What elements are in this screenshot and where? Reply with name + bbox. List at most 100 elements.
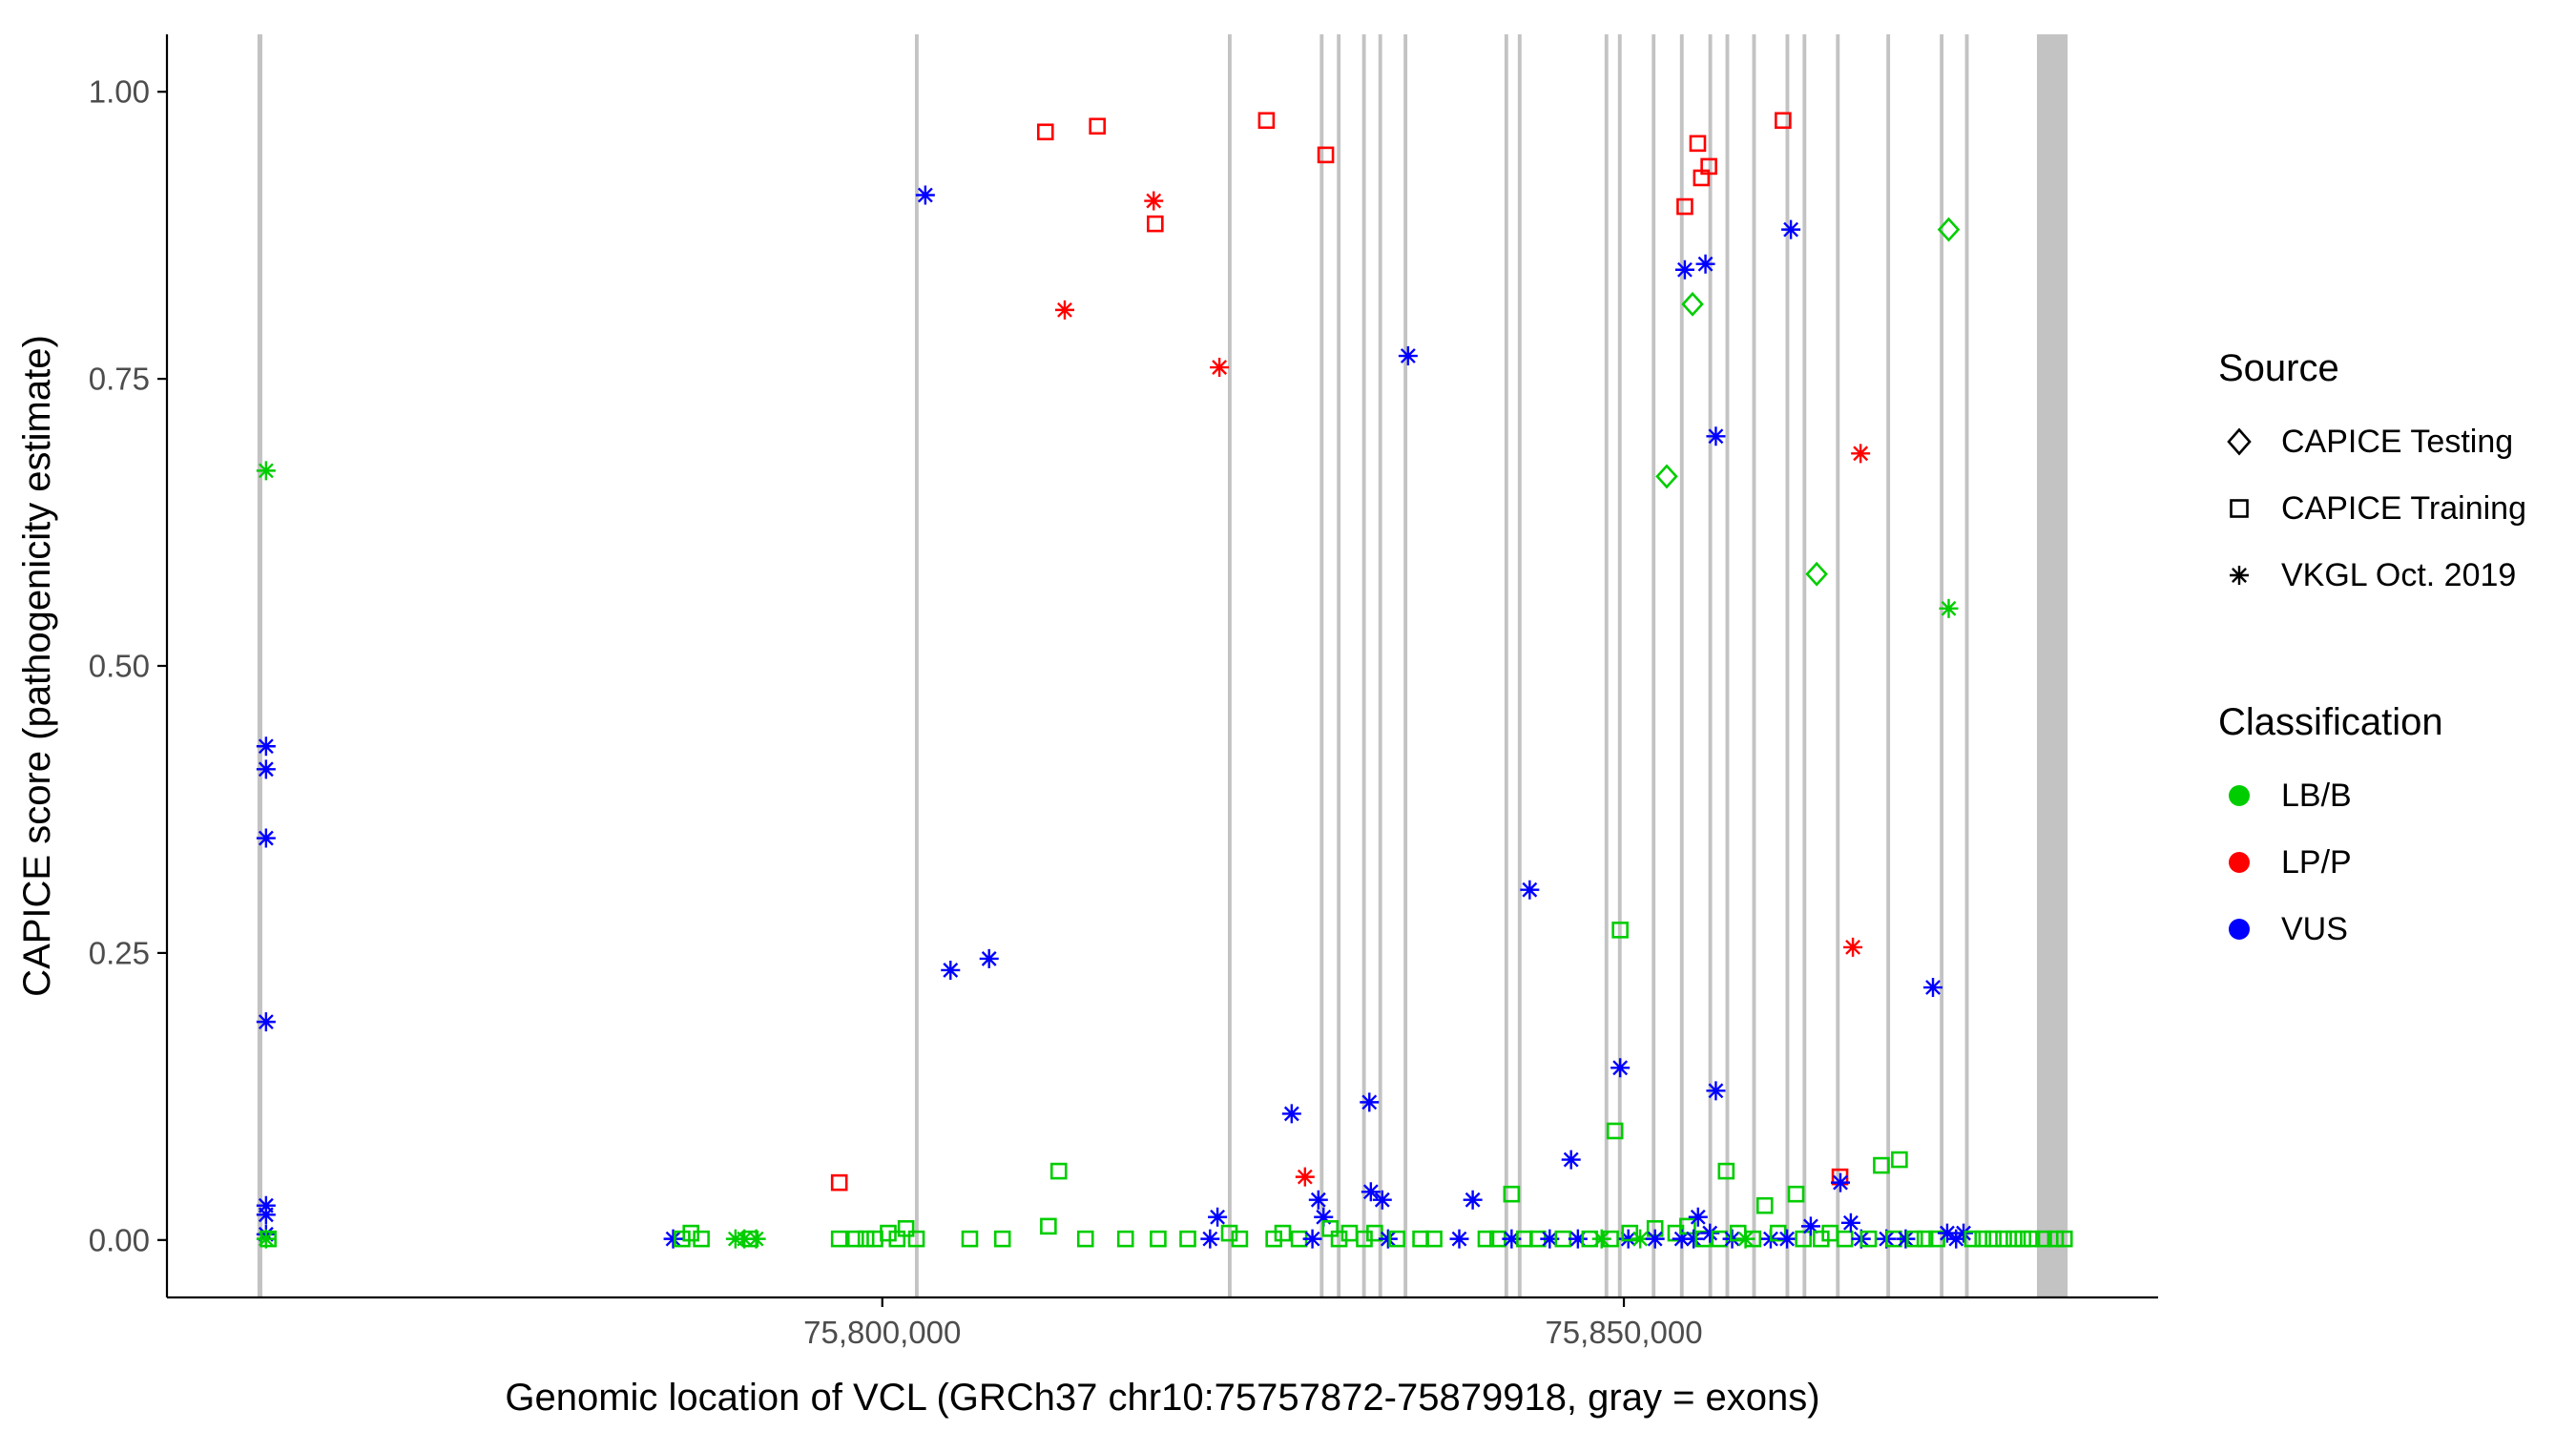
green-dot-icon bbox=[2218, 775, 2260, 817]
data-point bbox=[1040, 1217, 1057, 1235]
y-tick-label: 0.25 bbox=[89, 935, 150, 970]
exon-band bbox=[1785, 34, 1790, 1297]
data-point bbox=[256, 736, 276, 757]
x-axis-title: Genomic location of VCL (GRCh37 chr10:75… bbox=[505, 1377, 1819, 1419]
data-point bbox=[1800, 1216, 1820, 1236]
data-point bbox=[1655, 464, 1678, 489]
data-point bbox=[256, 828, 276, 848]
data-point bbox=[1937, 1223, 1957, 1243]
data-point bbox=[1281, 1104, 1301, 1124]
data-point bbox=[1706, 426, 1726, 446]
data-point bbox=[1859, 1230, 1878, 1248]
data-point bbox=[1787, 1185, 1805, 1203]
data-point bbox=[1089, 117, 1106, 135]
data-point bbox=[1317, 146, 1335, 164]
data-point bbox=[830, 1230, 848, 1248]
legend-item-lbb: LB/B bbox=[2218, 762, 2526, 829]
data-point bbox=[1974, 1230, 1992, 1248]
data-point bbox=[1631, 1229, 1651, 1249]
data-point bbox=[1540, 1229, 1560, 1249]
data-point bbox=[915, 185, 935, 205]
data-point bbox=[1805, 561, 1828, 587]
data-point bbox=[1561, 1150, 1581, 1170]
y-tick-label: 0.50 bbox=[89, 649, 150, 684]
exon-band bbox=[1378, 34, 1382, 1297]
exon-band bbox=[1403, 34, 1408, 1297]
exon-band bbox=[1964, 34, 1969, 1297]
data-point bbox=[1700, 1223, 1720, 1243]
exon-band bbox=[1836, 34, 1840, 1297]
data-point bbox=[1257, 112, 1276, 130]
data-point bbox=[1116, 1230, 1134, 1248]
data-point bbox=[1602, 1230, 1619, 1248]
data-point bbox=[1200, 1229, 1220, 1249]
data-point bbox=[1645, 1229, 1665, 1249]
legend-source-title: Source bbox=[2218, 347, 2339, 389]
data-point bbox=[961, 1230, 979, 1248]
data-point bbox=[1984, 1230, 2002, 1248]
data-point bbox=[260, 1230, 277, 1248]
data-point bbox=[941, 960, 961, 980]
data-point bbox=[1503, 1185, 1521, 1203]
data-point bbox=[2005, 1230, 2023, 1248]
data-point bbox=[1777, 1229, 1797, 1249]
data-point bbox=[1520, 880, 1540, 900]
data-point bbox=[1321, 1219, 1340, 1237]
data-point bbox=[1781, 219, 1801, 239]
legend-item-label: VKGL Oct. 2019 bbox=[2281, 556, 2517, 593]
data-point bbox=[1231, 1230, 1249, 1248]
data-point bbox=[880, 1224, 897, 1242]
data-point bbox=[674, 1230, 691, 1248]
exon-band bbox=[1604, 34, 1609, 1297]
data-point bbox=[1179, 1230, 1196, 1248]
data-point bbox=[1208, 1207, 1228, 1227]
blue-dot-icon bbox=[2218, 908, 2260, 950]
data-point bbox=[1795, 1230, 1812, 1248]
data-point bbox=[1144, 191, 1164, 211]
data-point bbox=[1851, 444, 1871, 464]
y-axis-title: CAPICE score (pathogenicity estimate) bbox=[16, 335, 58, 997]
exon-band bbox=[1652, 34, 1656, 1297]
data-point bbox=[256, 1229, 276, 1249]
data-point bbox=[1813, 1230, 1830, 1248]
data-point bbox=[1220, 1224, 1238, 1242]
data-point bbox=[1831, 1172, 1851, 1192]
legend-classification-section: Classification LB/B LP/P VUS bbox=[2218, 699, 2526, 963]
data-point bbox=[1477, 1230, 1495, 1248]
data-point bbox=[1076, 1230, 1094, 1248]
data-point bbox=[1356, 1230, 1373, 1248]
data-point bbox=[663, 1229, 683, 1249]
legend-item-vus: VUS bbox=[2218, 896, 2526, 963]
legend-item-label: CAPICE Testing bbox=[2281, 423, 2514, 460]
legend-classification-title: Classification bbox=[2218, 701, 2443, 743]
data-point bbox=[1717, 1162, 1735, 1180]
data-point bbox=[1674, 259, 1694, 280]
x-tick-label: 75,800,000 bbox=[803, 1315, 961, 1350]
data-point bbox=[1896, 1229, 1916, 1249]
exon-band bbox=[1708, 34, 1713, 1297]
data-point bbox=[1688, 1207, 1708, 1227]
data-point bbox=[1372, 1190, 1392, 1210]
data-point bbox=[1147, 215, 1164, 233]
data-point bbox=[846, 1230, 864, 1248]
data-point bbox=[2014, 1230, 2032, 1248]
y-tick-label: 0.75 bbox=[89, 362, 150, 397]
data-point bbox=[1963, 1230, 1982, 1248]
legend-item-label: VUS bbox=[2281, 910, 2348, 947]
data-point bbox=[1891, 1151, 1908, 1169]
data-point bbox=[1295, 1167, 1315, 1187]
data-point bbox=[2055, 1230, 2073, 1248]
data-point bbox=[1049, 1162, 1068, 1180]
data-point bbox=[1775, 112, 1792, 130]
data-point bbox=[1265, 1230, 1282, 1248]
data-point bbox=[993, 1230, 1011, 1248]
exon-band bbox=[2036, 34, 2068, 1297]
data-point bbox=[1621, 1224, 1639, 1242]
data-point bbox=[1681, 291, 1704, 317]
data-point bbox=[1308, 1190, 1328, 1210]
legend-item-capice-testing: CAPICE Testing bbox=[2218, 408, 2526, 475]
exon-band bbox=[1886, 34, 1891, 1297]
legend-source-section: Source CAPICE Testing CAPICE Training VK… bbox=[2218, 345, 2526, 609]
data-point bbox=[1568, 1229, 1588, 1249]
data-point bbox=[1684, 1229, 1704, 1249]
